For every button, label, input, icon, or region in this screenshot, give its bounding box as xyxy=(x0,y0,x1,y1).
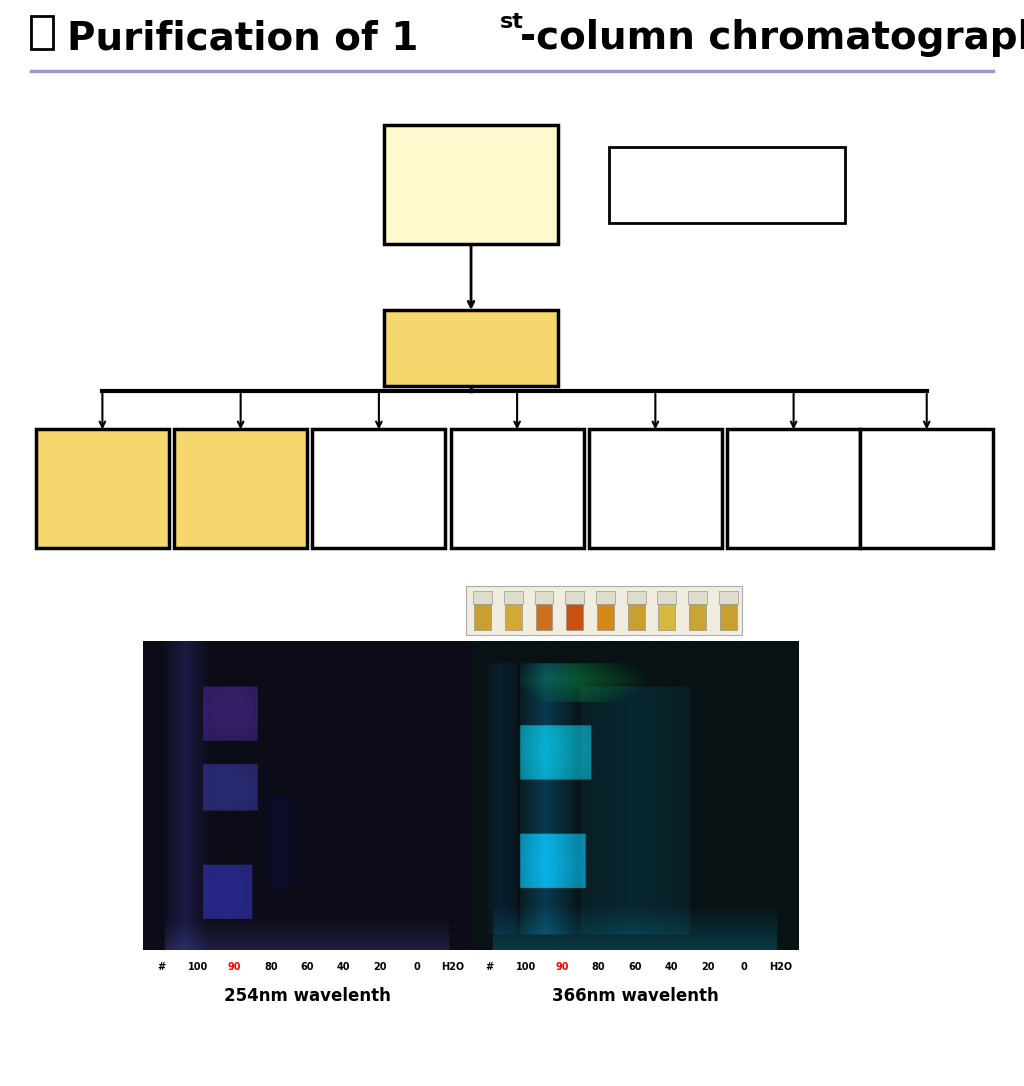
Text: Sil-20: Sil-20 xyxy=(767,480,820,497)
FancyBboxPatch shape xyxy=(589,429,722,548)
Text: Sil-100: Sil-100 xyxy=(70,480,135,497)
Bar xyxy=(720,601,737,630)
Text: CBBF: CBBF xyxy=(440,338,502,357)
FancyBboxPatch shape xyxy=(609,147,845,223)
Text: 90: 90 xyxy=(555,961,568,972)
FancyBboxPatch shape xyxy=(451,429,584,548)
FancyBboxPatch shape xyxy=(384,125,558,244)
Text: 0: 0 xyxy=(740,961,748,972)
Text: H2O: H2O xyxy=(441,961,465,972)
Bar xyxy=(505,601,522,630)
Bar xyxy=(31,16,53,49)
Text: 60: 60 xyxy=(628,961,642,972)
Bar xyxy=(473,591,493,604)
Text: 40: 40 xyxy=(337,961,350,972)
Text: Sil-60: Sil-60 xyxy=(490,480,544,497)
Bar xyxy=(657,591,676,604)
Bar xyxy=(628,601,645,630)
Bar xyxy=(689,601,707,630)
Bar xyxy=(688,591,707,604)
FancyBboxPatch shape xyxy=(860,429,993,548)
Text: Sil-80: Sil-80 xyxy=(352,480,406,497)
Text: 40: 40 xyxy=(665,961,678,972)
FancyBboxPatch shape xyxy=(384,310,558,386)
Text: st: st xyxy=(500,12,523,31)
Bar xyxy=(658,601,676,630)
Text: -column chromatography: -column chromatography xyxy=(520,20,1024,56)
Bar xyxy=(719,591,737,604)
Text: 20: 20 xyxy=(374,961,387,972)
Text: 80: 80 xyxy=(592,961,605,972)
Bar xyxy=(466,586,742,635)
Text: 366nm wavelenth: 366nm wavelenth xyxy=(552,987,718,1006)
FancyBboxPatch shape xyxy=(174,429,307,548)
Bar xyxy=(566,601,584,630)
FancyBboxPatch shape xyxy=(727,429,860,548)
Text: 20: 20 xyxy=(701,961,715,972)
Text: Cordyceps: Cordyceps xyxy=(419,160,523,177)
Bar xyxy=(535,591,553,604)
Text: Sil-40: Sil-40 xyxy=(629,480,682,497)
Text: Bassiana: Bassiana xyxy=(426,200,516,217)
Text: #: # xyxy=(485,961,494,972)
Bar xyxy=(565,591,584,604)
FancyBboxPatch shape xyxy=(36,429,169,548)
Text: 80: 80 xyxy=(264,961,278,972)
Text: 60: 60 xyxy=(300,961,314,972)
Text: 100: 100 xyxy=(187,961,208,972)
Text: Purification of 1: Purification of 1 xyxy=(67,20,418,56)
Text: 90: 90 xyxy=(227,961,241,972)
Text: TLC analysis: TLC analysis xyxy=(659,175,795,194)
Bar xyxy=(504,591,523,604)
Bar xyxy=(536,601,553,630)
Bar xyxy=(597,601,614,630)
Text: 0: 0 xyxy=(413,961,420,972)
Text: #: # xyxy=(158,961,166,972)
Bar xyxy=(474,601,492,630)
Bar xyxy=(627,591,645,604)
Text: H2O: H2O xyxy=(769,961,793,972)
Text: Sil-0: Sil-0 xyxy=(906,480,947,497)
Text: Sil-90: Sil-90 xyxy=(214,480,267,497)
Text: 254nm wavelenth: 254nm wavelenth xyxy=(224,987,390,1006)
Text: 100: 100 xyxy=(515,961,536,972)
FancyBboxPatch shape xyxy=(312,429,445,548)
Bar xyxy=(596,591,614,604)
